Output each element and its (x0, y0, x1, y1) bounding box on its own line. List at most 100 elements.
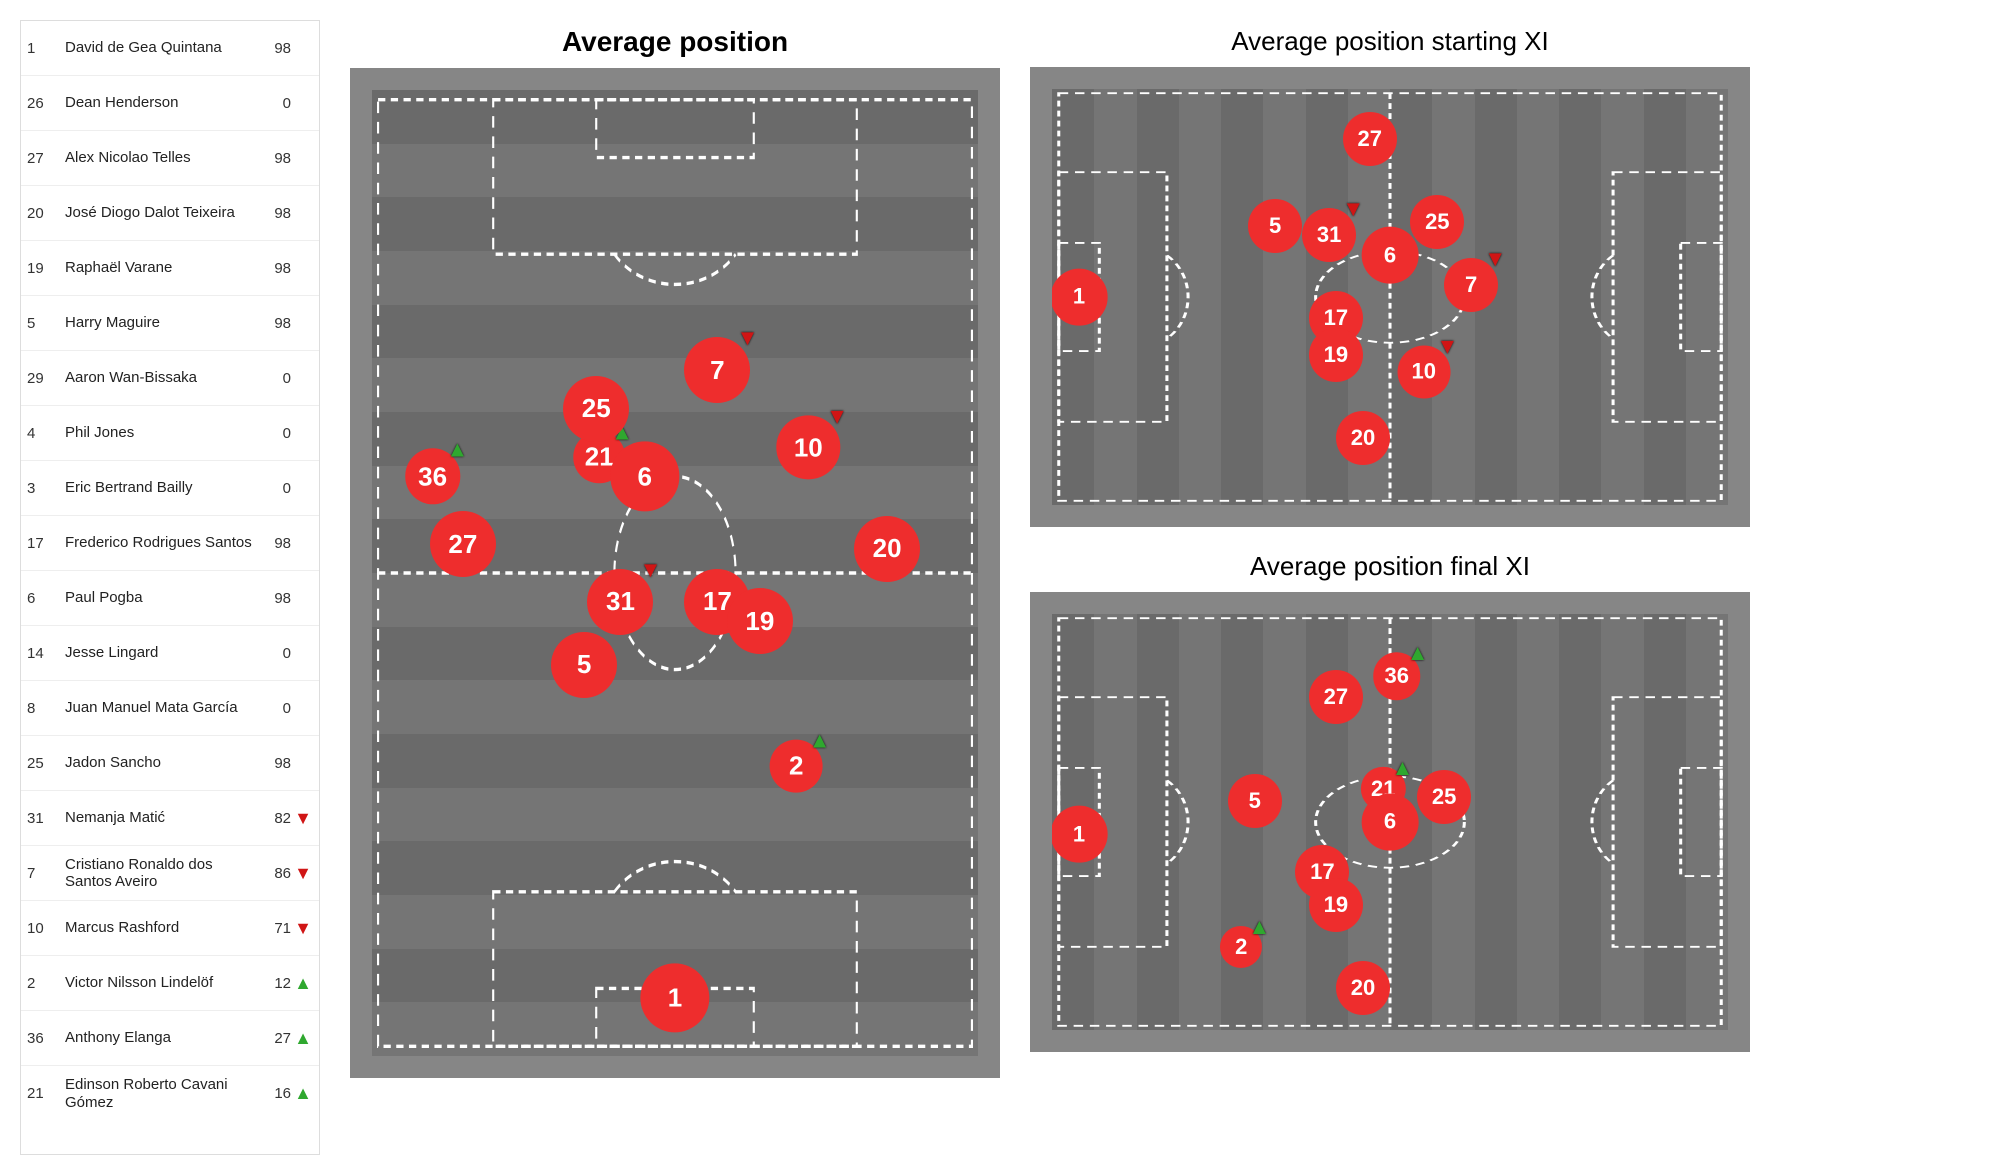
player-minutes: 98 (255, 205, 293, 222)
player-number: 26 (27, 95, 59, 112)
player-row: 8Juan Manuel Mata García0 (21, 681, 319, 736)
player-name: Cristiano Ronaldo dos Santos Aveiro (59, 856, 255, 891)
player-dot: 20 (1336, 961, 1390, 1015)
final-xi-title: Average position final XI (1030, 551, 1750, 582)
player-name: Edinson Roberto Cavani Gómez (59, 1076, 255, 1111)
arrow-up-icon: ▲ (447, 437, 469, 463)
player-name: Marcus Rashford (59, 919, 255, 936)
player-minutes: 98 (255, 150, 293, 167)
player-name: Harry Maguire (59, 314, 255, 331)
arrow-down-icon: ▼ (1436, 333, 1458, 359)
player-row: 14Jesse Lingard0 (21, 626, 319, 681)
player-dot: 6 (1362, 227, 1419, 284)
arrow-up-icon: ▲ (1249, 914, 1271, 940)
arrow-down-icon: ▼ (737, 325, 759, 351)
player-dot: 27 (430, 511, 496, 577)
player-row: 29Aaron Wan-Bissaka0 (21, 351, 319, 406)
player-row: 31Nemanja Matić82▼ (21, 791, 319, 846)
arrow-up-icon: ▲ (1392, 755, 1414, 781)
player-number: 3 (27, 480, 59, 497)
starting-xi-panel: Average position starting XI 127531▼6251… (1030, 20, 1750, 527)
player-row: 21Edinson Roberto Cavani Gómez16▲ (21, 1066, 319, 1121)
arrow-down-icon: ▼ (640, 557, 662, 583)
player-name: Victor Nilsson Lindelöf (59, 974, 255, 991)
player-minutes: 0 (255, 480, 293, 497)
player-minutes: 98 (255, 315, 293, 332)
player-name: Aaron Wan-Bissaka (59, 369, 255, 386)
player-minutes: 71 (255, 920, 293, 937)
player-row: 4Phil Jones0 (21, 406, 319, 461)
player-number: 27 (27, 150, 59, 167)
player-number: 7 (27, 865, 59, 882)
player-dot: 5 (551, 632, 617, 698)
player-number: 10 (27, 920, 59, 937)
player-dot: 1 (1051, 269, 1108, 326)
player-row: 25Jadon Sancho98 (21, 736, 319, 791)
player-name: Phil Jones (59, 424, 255, 441)
player-row: 36Anthony Elanga27▲ (21, 1011, 319, 1066)
player-minutes: 98 (255, 40, 293, 57)
player-name: Eric Bertrand Bailly (59, 479, 255, 496)
player-name: Raphaël Varane (59, 259, 255, 276)
player-name: Juan Manuel Mata García (59, 699, 255, 716)
player-dot: 31▼ (1302, 208, 1356, 262)
player-dot: 20 (854, 516, 920, 582)
player-number: 31 (27, 810, 59, 827)
player-row: 26Dean Henderson0 (21, 76, 319, 131)
player-minutes: 0 (255, 370, 293, 387)
player-number: 1 (27, 40, 59, 57)
player-dot: 7▼ (1444, 258, 1498, 312)
player-dot: 5 (1248, 199, 1302, 253)
starting-xi-title: Average position starting XI (1030, 26, 1750, 57)
player-row: 3Eric Bertrand Bailly0 (21, 461, 319, 516)
player-name: José Diogo Dalot Teixeira (59, 204, 255, 221)
player-number: 21 (27, 1085, 59, 1102)
sub-arrow-icon: ▲ (293, 1083, 313, 1104)
player-number: 8 (27, 700, 59, 717)
player-dot: 7▼ (684, 337, 750, 403)
player-name: Jadon Sancho (59, 754, 255, 771)
player-minutes: 0 (255, 700, 293, 717)
player-dot: 27 (1309, 670, 1363, 724)
player-row: 7Cristiano Ronaldo dos Santos Aveiro86▼ (21, 846, 319, 901)
player-row: 6Paul Pogba98 (21, 571, 319, 626)
player-dot: 25 (1410, 195, 1464, 249)
player-dot: 1 (640, 963, 709, 1032)
pitch-starting-xi: 127531▼62517197▼10▼20 (1030, 67, 1750, 527)
player-dot: 1 (1051, 806, 1108, 863)
player-number: 2 (27, 975, 59, 992)
player-dot: 6 (1362, 794, 1419, 851)
sub-arrow-icon: ▼ (293, 918, 313, 939)
player-number: 14 (27, 645, 59, 662)
player-number: 4 (27, 425, 59, 442)
player-name: Paul Pogba (59, 589, 255, 606)
player-minutes: 98 (255, 260, 293, 277)
player-number: 20 (27, 205, 59, 222)
sub-arrow-icon: ▼ (293, 863, 313, 884)
player-row: 19Raphaël Varane98 (21, 241, 319, 296)
player-name: Alex Nicolao Telles (59, 149, 255, 166)
main-pitch-title: Average position (562, 26, 788, 58)
player-row: 20José Diogo Dalot Teixeira98 (21, 186, 319, 241)
player-number: 6 (27, 590, 59, 607)
player-minutes: 16 (255, 1085, 293, 1102)
player-minutes: 86 (255, 865, 293, 882)
player-dot: 25 (1417, 770, 1471, 824)
player-name: Nemanja Matić (59, 809, 255, 826)
player-minutes: 12 (255, 975, 293, 992)
arrow-down-icon: ▼ (826, 404, 848, 430)
player-number: 5 (27, 315, 59, 332)
player-minutes: 98 (255, 755, 293, 772)
player-minutes: 0 (255, 645, 293, 662)
player-minutes: 0 (255, 425, 293, 442)
sub-arrow-icon: ▼ (293, 808, 313, 829)
player-dot: 5 (1228, 774, 1282, 828)
player-dot: 6 (610, 442, 679, 511)
player-dot: 19 (1309, 878, 1363, 932)
player-dot: 19 (1309, 328, 1363, 382)
player-dot: 19 (727, 588, 793, 654)
player-row: 5Harry Maguire98 (21, 296, 319, 351)
sub-arrow-icon: ▲ (293, 1028, 313, 1049)
arrow-down-icon: ▼ (1342, 196, 1364, 222)
player-row: 27Alex Nicolao Telles98 (21, 131, 319, 186)
